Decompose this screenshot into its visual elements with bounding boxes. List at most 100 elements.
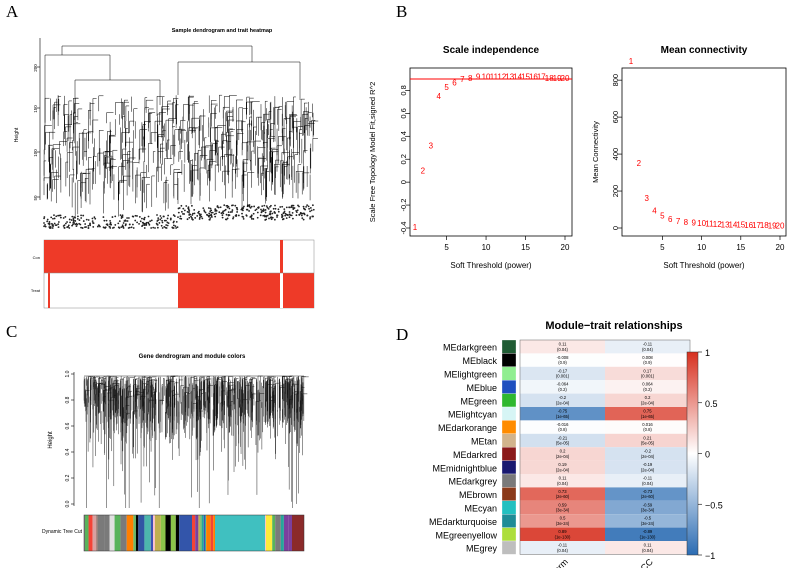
- panel-b-y-tick-label-mean-connectivity: 200: [611, 185, 620, 198]
- panel-b-mc-point-20: 20: [776, 221, 785, 230]
- panel-d-cell-MEdarkgrey-1: [605, 474, 690, 488]
- panel-d-row-label-MEblack: MEblack: [462, 356, 497, 366]
- panel-d-cell-MEdarkred-0: [520, 447, 605, 461]
- panel-c-brown-block: [292, 515, 304, 551]
- panel-d-module-swatch-MElightcyan: [501, 406, 517, 421]
- panel-d-cell-MEdarkgreen-0: [520, 340, 605, 354]
- panel-b-mc-point-8: 8: [684, 218, 689, 227]
- panel-c-module-color-row: [84, 515, 304, 551]
- panel-d-cell-MEdarkturquoise-1: [605, 514, 690, 528]
- panel-d-cell-cor-MEdarkorange-1: 0.016: [642, 422, 653, 427]
- panel-b-mc-point-12: 12: [713, 220, 722, 229]
- panel-d-title: Module−trait relationships: [545, 320, 682, 332]
- panel-b-letter: B: [396, 2, 408, 21]
- panel-d-cell-p-MEgreenyellow-1: (1e-130): [640, 534, 656, 539]
- panel-c-y-tick-label: 1.0: [65, 370, 71, 377]
- panel-d-cell-cor-MEblack-0: -0.008: [557, 355, 570, 360]
- panel-d-cell-MEblue-1: [605, 380, 690, 394]
- panel-d-cell-p-MEgrey-1: (0.04): [642, 548, 654, 553]
- panel-c-turquoise-block: [215, 515, 265, 551]
- panel-a-dendrogram: [43, 45, 319, 229]
- panel-d-colorbar-tick-label: 1: [705, 348, 710, 358]
- panel-d-cell-MElightgreen-1: [605, 366, 690, 381]
- panel-d-module-swatch-MEdarkturquoise: [501, 514, 517, 528]
- panel-d-cell-cor-MEbrown-1: -0.73: [643, 489, 653, 494]
- panel-d-cell-cor-MEtan-1: 0.21: [643, 435, 652, 440]
- panel-b-x-tick-label-mean-connectivity: 5: [660, 243, 665, 252]
- panel-a-treat-red-block: [178, 273, 314, 308]
- panel-d-module-swatch-MEblack: [501, 353, 517, 367]
- panel-d-module-swatch-MEdarkgrey: [501, 473, 517, 488]
- panel-d-module-swatch-MEcyan: [501, 500, 517, 515]
- panel-b-x-tick-label-mean-connectivity: 15: [736, 243, 745, 252]
- panel-d-cell-cor-MEdarkturquoise-1: -0.5: [644, 516, 652, 521]
- panel-d-cell-cor-MEdarkgreen-1: -0.11: [643, 342, 653, 347]
- panel-d-cell-p-MEgreen-0: (2e-04): [556, 400, 570, 405]
- panel-c-y-tick-label: 0.4: [65, 448, 71, 455]
- panel-b-title-scale-independence: Scale independence: [443, 45, 540, 56]
- panel-b-si-point-11: 11: [490, 73, 499, 82]
- panel-d-cell-cor-MEgrey-1: 0.11: [644, 543, 653, 548]
- panel-c-y-label: Height: [48, 431, 54, 449]
- panel-c-color-row-frame: [83, 514, 305, 552]
- panel-b-y-label-scale-independence: Scale Free Topology Model Fit,signed R^2: [368, 82, 377, 223]
- panel-b-frame-scale-independence: [409, 67, 573, 237]
- panel-d-row-label-MEgrey: MEgrey: [466, 544, 498, 554]
- panel-d-cell-cor-MEmidnightblue-0: 0.19: [558, 462, 567, 467]
- panel-d-cell-p-MEdarkred-0: (2e-04): [556, 454, 570, 459]
- panel-d-colorbar-tick-label: 0: [705, 450, 710, 460]
- panel-b-mc-point-1: 1: [629, 57, 634, 66]
- panel-d-module-swatch-MEdarkgreen: [501, 339, 517, 354]
- panel-b-si-point-14: 14: [513, 73, 522, 82]
- panel-d-column-label-Norm: Norm: [547, 557, 570, 568]
- panel-b-y-tick-label-mean-connectivity: 600: [611, 111, 620, 124]
- panel-d-cell-p-MEdarkred-1: (2e-04): [641, 454, 655, 459]
- panel-d-cell-cor-MEcyan-0: 0.59: [558, 502, 567, 507]
- panel-b-si-point-9: 9: [476, 73, 481, 82]
- panel-b-y-label-mean-connectivity: Mean Connectivity: [591, 121, 600, 183]
- panel-d-cell-cor-MEdarkturquoise-0: 0.5: [560, 516, 566, 521]
- panel-b-mc-point-9: 9: [692, 219, 697, 228]
- panel-d-cell-p-MEtan-0: (5e-05): [556, 441, 570, 446]
- panel-d-cell-p-MEtan-1: (5e-05): [641, 441, 655, 446]
- panel-b-y-tick-label-scale-independence: 0.4: [399, 131, 408, 141]
- panel-d-cell-cor-MElightcyan-1: 0.75: [643, 409, 652, 414]
- panel-a-y-tick-label: 200: [33, 64, 38, 72]
- panel-b-mc-point-6: 6: [668, 215, 673, 224]
- panel-b-title-mean-connectivity: Mean connectivity: [661, 45, 748, 56]
- panel-d-colorbar: [686, 351, 699, 556]
- panel-d-colorbar-tick-label: 0.5: [705, 399, 718, 409]
- panel-b-si-point-19: 19: [553, 74, 562, 83]
- panel-c-y-tick-label: 0.8: [65, 396, 71, 403]
- panel-b-mc-point-17: 17: [752, 221, 761, 230]
- panel-d-cell-cor-MEgreenyellow-0: 0.89: [558, 529, 567, 534]
- panel-d-cell-MEbrown-1: [605, 487, 690, 501]
- panel-b-mc-point-7: 7: [676, 217, 681, 226]
- panel-b-x-label-mean-connectivity: Soft Threshold (power): [663, 261, 745, 270]
- panel-b-mc-point-2: 2: [637, 159, 642, 168]
- panel-d-cell-p-MElightgreen-0: (0.001): [556, 374, 570, 379]
- panel-b-y-tick-label-scale-independence: 0: [399, 180, 408, 184]
- panel-a-treat-white-strip: [280, 273, 283, 308]
- panel-b-y-tick-label-scale-independence: -0.4: [399, 222, 408, 235]
- panel-d-cell-p-MEmidnightblue-1: (2e-04): [641, 467, 655, 472]
- panel-b-y-tick-label-scale-independence: 0.8: [399, 85, 408, 95]
- panel-c-title: Gene dendrogram and module colors: [139, 354, 246, 360]
- panel-d-row-label-MEbrown: MEbrown: [459, 490, 497, 500]
- panel-d-cell-MElightgreen-0: [520, 366, 605, 381]
- panel-b-mc-point-19: 19: [768, 221, 777, 230]
- panel-d-cell-cor-MEbrown-0: 0.73: [558, 489, 567, 494]
- panel-d-cell-p-MEblue-1: (0.2): [643, 387, 652, 392]
- panel-d-row-label-MEdarkturquoise: MEdarkturquoise: [429, 517, 497, 527]
- panel-d-module-swatch-MEgrey: [501, 540, 517, 555]
- panel-c-dendrogram: [83, 375, 309, 508]
- panel-b-si-point-20: 20: [561, 74, 570, 83]
- panel-d-cell-MEcyan-1: [605, 500, 690, 515]
- panel-c-blue-block: [180, 515, 192, 551]
- panel-d-module-swatch-MElightgreen: [501, 366, 517, 381]
- panel-c-letter: C: [6, 322, 18, 341]
- panel-a-title: Sample dendrogram and trait heatmap: [172, 28, 273, 34]
- panel-d-cell-MEmidnightblue-0: [520, 460, 605, 474]
- panel-d-cell-MEmidnightblue-1: [605, 460, 690, 474]
- panel-d-module-swatch-MEbrown: [501, 487, 517, 501]
